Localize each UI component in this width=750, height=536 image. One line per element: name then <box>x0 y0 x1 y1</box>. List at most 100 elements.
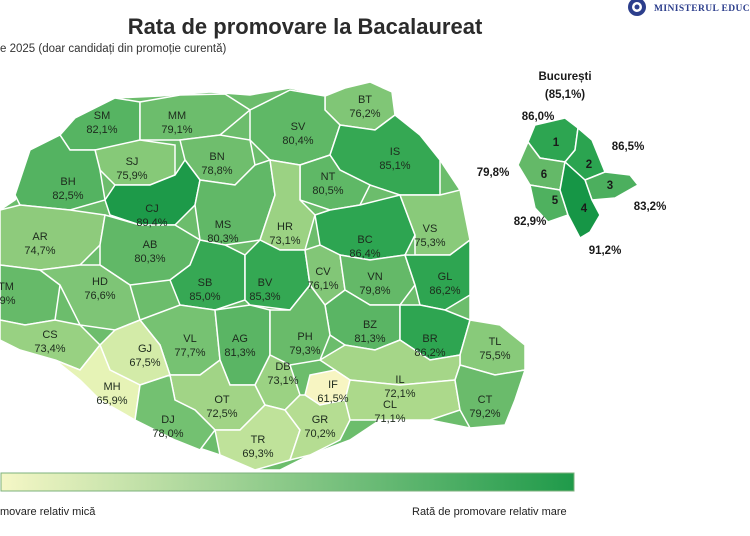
sector-value-4: 91,2% <box>589 245 622 257</box>
county-value-TR: 69,3% <box>242 448 273 460</box>
county-value-SJ: 75,9% <box>116 170 147 182</box>
sector-number-1: 1 <box>553 137 560 149</box>
county-code-HR: HR <box>277 221 293 233</box>
ministry-logo: MINISTERUL EDUC <box>624 0 750 20</box>
county-code-HD: HD <box>92 276 108 288</box>
county-value-AB: 80,3% <box>134 253 165 265</box>
county-value-VS: 75,3% <box>414 237 445 249</box>
county-code-NT: NT <box>321 171 336 183</box>
county-value-CJ: 89,4% <box>136 217 167 229</box>
legend-gradient <box>0 472 575 492</box>
county-value-SB: 85,0% <box>189 291 220 303</box>
county-code-SB: SB <box>198 277 213 289</box>
county-value-BV: 85,3% <box>249 291 280 303</box>
county-value-GJ: 67,5% <box>129 357 160 369</box>
county-value-IS: 85,1% <box>379 160 410 172</box>
county-code-BT: BT <box>358 94 372 106</box>
county-value-IF: 61,5% <box>317 393 348 405</box>
county-code-GJ: GJ <box>138 343 152 355</box>
county-value-TM: ,9% <box>0 295 16 307</box>
county-shape-DJ[interactable] <box>134 374 216 451</box>
county-code-SV: SV <box>291 121 306 133</box>
map-title: Rata de promovare la Bacalaureat <box>127 14 483 39</box>
county-value-GL: 86,2% <box>429 285 460 297</box>
legend-high-label: Rată de promovare relativ mare <box>412 506 567 518</box>
county-code-AR: AR <box>32 231 47 243</box>
sector-number-2: 2 <box>586 159 592 171</box>
county-value-BT: 76,2% <box>349 108 380 120</box>
ministry-name: MINISTERUL EDUC <box>654 4 750 14</box>
county-code-IF: IF <box>328 379 338 391</box>
county-value-MH: 65,9% <box>96 395 127 407</box>
county-value-BC: 86,4% <box>349 248 380 260</box>
sector-number-3: 3 <box>607 180 613 192</box>
county-value-BZ: 81,3% <box>354 333 385 345</box>
county-shape-BH[interactable] <box>14 134 106 211</box>
county-code-MH: MH <box>103 381 120 393</box>
county-code-CL: CL <box>383 399 397 411</box>
county-code-VS: VS <box>423 223 438 235</box>
county-value-MS: 80,3% <box>207 233 238 245</box>
county-code-IL: IL <box>395 374 404 386</box>
sector-number-6: 6 <box>541 169 547 181</box>
county-code-TL: TL <box>489 336 502 348</box>
county-code-BR: BR <box>422 333 437 345</box>
county-value-SV: 80,4% <box>282 135 313 147</box>
county-shape-NT[interactable] <box>299 154 372 211</box>
county-code-SM: SM <box>94 110 111 122</box>
county-shape-GL[interactable] <box>403 238 471 311</box>
bucuresti-total: (85,1%) <box>545 89 585 101</box>
county-code-DJ: DJ <box>161 414 174 426</box>
county-value-OT: 72,5% <box>206 408 237 420</box>
county-code-MS: MS <box>215 219 232 231</box>
county-code-BC: BC <box>357 234 372 246</box>
county-value-NT: 80,5% <box>312 185 343 197</box>
map-subtitle: e 2025 (doar candidați din promoție cure… <box>0 43 227 55</box>
county-code-GL: GL <box>438 271 453 283</box>
sector-number-5: 5 <box>552 195 559 207</box>
county-code-VN: VN <box>367 271 382 283</box>
county-value-AR: 74,7% <box>24 245 55 257</box>
county-code-CS: CS <box>42 329 57 341</box>
county-code-DB: DB <box>275 361 290 373</box>
county-shape-MM[interactable] <box>139 93 252 141</box>
sector-number-4: 4 <box>581 203 588 215</box>
county-value-AG: 81,3% <box>224 347 255 359</box>
county-code-BH: BH <box>60 176 75 188</box>
county-code-BZ: BZ <box>363 319 377 331</box>
county-value-BN: 78,8% <box>201 165 232 177</box>
county-code-PH: PH <box>297 331 312 343</box>
county-value-MM: 79,1% <box>161 124 192 136</box>
ministry-emblem-icon <box>628 0 646 16</box>
county-code-GR: GR <box>312 414 329 426</box>
county-code-SJ: SJ <box>126 156 139 168</box>
county-code-CT: CT <box>478 394 493 406</box>
county-code-BV: BV <box>258 277 273 289</box>
bucuresti-inset: București (85,1%) 1 86,0% 2 86,5% 3 83,2% 4 91,… <box>477 71 667 257</box>
county-code-AG: AG <box>232 333 248 345</box>
county-value-SM: 82,1% <box>86 124 117 136</box>
sector-value-1: 86,0% <box>522 111 555 123</box>
sector-shape-4[interactable] <box>559 160 601 240</box>
county-code-VL: VL <box>183 333 196 345</box>
county-value-BH: 82,5% <box>52 190 83 202</box>
county-value-BR: 86,2% <box>414 347 445 359</box>
county-value-IL: 72,1% <box>384 388 415 400</box>
county-code-IS: IS <box>390 146 400 158</box>
sector-value-3: 83,2% <box>634 201 667 213</box>
county-value-CL: 71,1% <box>374 413 405 425</box>
sector-shape-5[interactable] <box>529 184 569 223</box>
sector-value-2: 86,5% <box>612 141 645 153</box>
county-value-CV: 76,1% <box>307 280 338 292</box>
bucuresti-title: București <box>538 71 591 83</box>
sector-labels: 1 86,0% 2 86,5% 3 83,2% 4 91,2% 5 82,9% 6 79,8% <box>477 111 667 257</box>
county-code-BN: BN <box>209 151 224 163</box>
county-value-HD: 76,6% <box>84 290 115 302</box>
county-code-CV: CV <box>315 266 331 278</box>
county-code-MM: MM <box>168 110 186 122</box>
county-value-HR: 73,1% <box>269 235 300 247</box>
sector-value-5: 82,9% <box>514 216 547 228</box>
county-shape-GR[interactable] <box>284 394 351 462</box>
county-shape-CT[interactable] <box>454 364 527 429</box>
